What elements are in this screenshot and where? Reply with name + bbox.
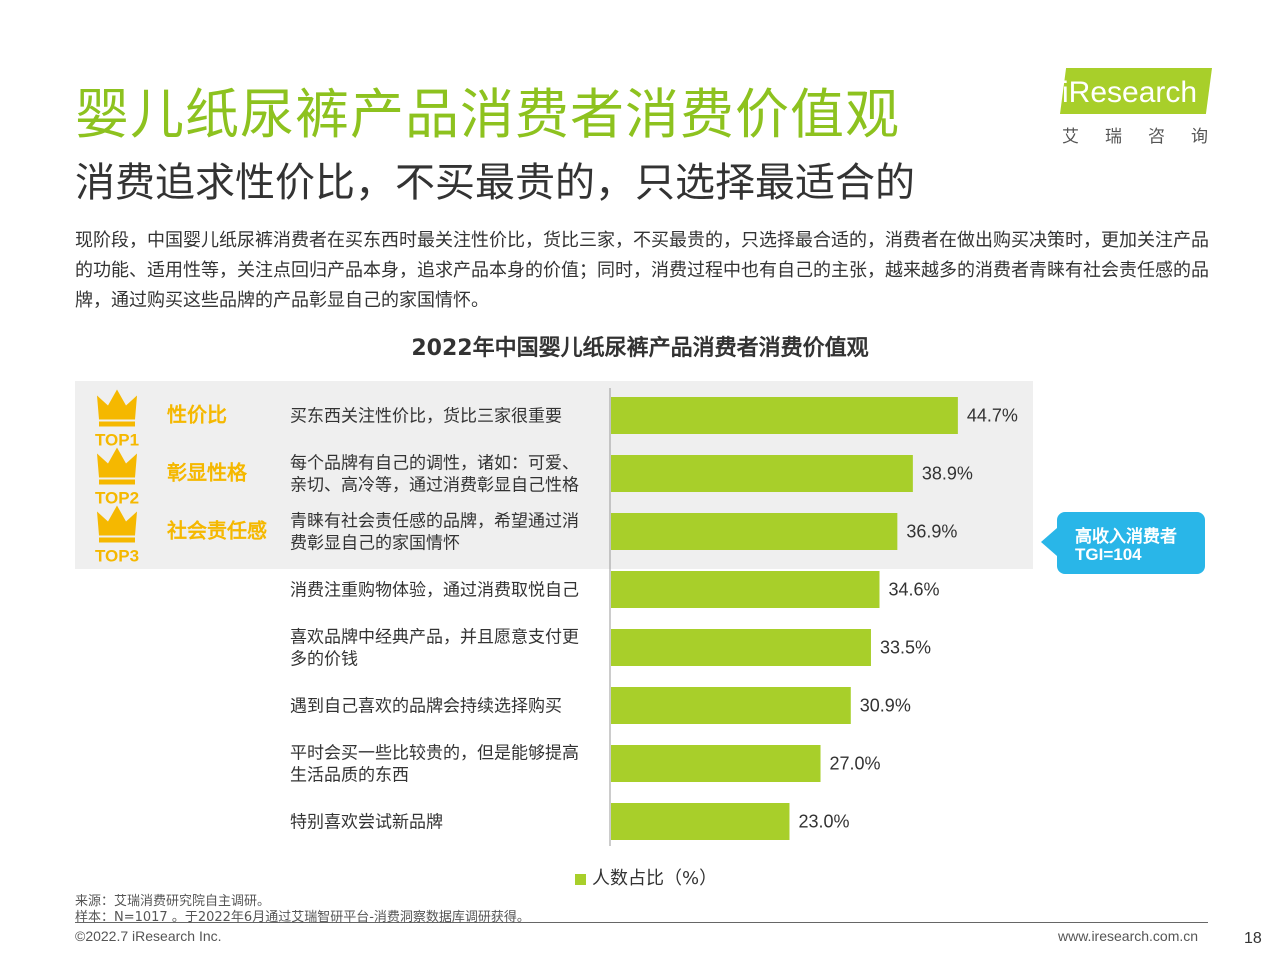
rank-label: TOP3 [95,547,139,566]
bar [611,513,898,550]
value-label: 38.9% [922,464,973,484]
category-label: 喜欢品牌中经典产品，并且愿意支付更 [290,628,579,648]
chart-title: 2022年中国婴儿纸尿裤产品消费者消费价值观 [411,336,869,361]
value-label: 30.9% [860,696,911,716]
value-label: 27.0% [830,754,881,774]
category-label: 亲切、高冷等，通过消费彰显自己性格 [290,476,579,496]
category-label: 买东西关注性价比，货比三家很重要 [290,407,562,427]
rank-label: TOP2 [95,489,139,508]
category-label: 费彰显自己的家国情怀 [290,534,460,554]
category-label: 平时会买一些比较贵的，但是能够提高 [290,744,579,764]
category-label: 多的价钱 [290,650,358,670]
value-label: 23.0% [798,812,849,832]
top-name: 社会责任感 [166,519,267,543]
value-label: 36.9% [906,522,957,542]
bar [611,629,871,666]
footer-divider [75,922,1208,923]
iresearch-logo: iResearch 艾瑞咨询 [1060,68,1234,147]
legend-swatch [575,873,586,885]
crown-icon [97,505,137,536]
category-label: 青睐有社会责任感的品牌，希望通过消 [290,512,579,532]
crown-icon [97,389,137,420]
website-link[interactable]: www.iresearch.com.cn [1058,928,1199,944]
value-label: 34.6% [888,580,939,600]
bar [611,571,880,608]
legend-label: 人数占比（%） [592,868,718,889]
copyright: ©2022.7 iResearch Inc. [75,928,222,944]
sample-note: 样本：N=1017 。于2022年6月通过艾瑞智研平台-消费洞察数据库调研获得。 [75,910,530,925]
logo-text: iResearch [1062,76,1198,109]
category-label: 消费注重购物体验，通过消费取悦自己 [290,581,579,601]
category-label: 遇到自己喜欢的品牌会持续选择购买 [290,697,562,717]
top-name: 彰显性格 [167,461,248,485]
intro-paragraph: 现阶段，中国婴儿纸尿裤消费者在买东西时最关注性价比，货比三家，不买最贵的，只选择… [75,230,1209,311]
page-subtitle: 消费追求性价比，不买最贵的，只选择最适合的 [75,160,915,206]
page-title: 婴儿纸尿裤产品消费者消费价值观 [75,83,900,146]
top-name: 性价比 [167,403,227,427]
value-label: 33.5% [880,638,931,658]
crown-icon [97,447,137,478]
category-label: 特别喜欢尝试新品牌 [290,813,443,833]
rank-label: TOP1 [95,431,139,450]
crown-base [99,421,135,427]
value-label: 44.7% [967,406,1018,426]
category-label: 生活品质的东西 [290,766,409,786]
bar [611,745,821,782]
crown-base [99,537,135,543]
callout-line2: TGI=104 [1075,545,1142,564]
bar [611,397,958,434]
source-note: 来源：艾瑞消费研究院自主调研。 [75,894,271,909]
tgi-callout: 高收入消费者 TGI=104 [1041,512,1205,574]
bar [611,687,851,724]
callout-line1: 高收入消费者 [1075,527,1177,547]
crown-base [99,479,135,485]
bar [611,455,913,492]
bar [611,803,790,840]
category-label: 每个品牌有自己的调性，诸如：可爱、 [290,454,579,474]
page-number: 18 [1244,930,1262,947]
logo-cn-text: 艾瑞咨询 [1062,127,1234,147]
logo-badge [1060,68,1212,114]
chart-legend: 人数占比（%） [575,864,717,890]
